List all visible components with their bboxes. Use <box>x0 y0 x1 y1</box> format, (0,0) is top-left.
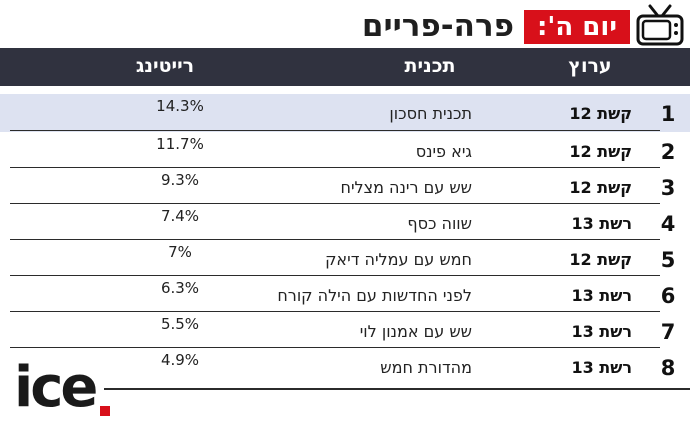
row-channel: קשת 12 <box>569 104 632 123</box>
row-rank: 6 <box>660 284 676 308</box>
row-program: שש עם רינה מצליח <box>340 178 472 197</box>
tv-icon <box>636 4 684 46</box>
row-rating: 7% <box>168 243 192 261</box>
table-row: 8 רשת 13 מהדורת חמש 4.9% <box>0 348 690 384</box>
row-program: מהדורת חמש <box>380 358 472 377</box>
row-channel: קשת 12 <box>569 250 632 269</box>
row-divider <box>10 203 660 204</box>
row-channel: קשת 12 <box>569 178 632 197</box>
row-program: גיא פינס <box>415 142 472 161</box>
row-divider <box>10 311 660 312</box>
row-rating: 14.3% <box>156 97 204 115</box>
table-row: 6 רשת 13 לפני החדשות עם הילה קורח 6.3% <box>0 276 690 312</box>
row-channel: רשת 13 <box>571 358 632 377</box>
row-rating: 11.7% <box>156 135 204 153</box>
row-rank: 1 <box>660 102 676 126</box>
row-divider <box>10 130 660 131</box>
row-channel: רשת 13 <box>571 214 632 233</box>
row-program: חמש עם עמליה דיאק <box>325 250 472 269</box>
row-channel: רשת 13 <box>571 322 632 341</box>
table-row: 4 רשת 13 שווה כסף 7.4% <box>0 204 690 240</box>
logo-text: ice <box>14 355 98 420</box>
day-badge: יום ה': <box>524 10 630 44</box>
row-program: לפני החדשות עם הילה קורח <box>277 286 472 305</box>
row-channel: רשת 13 <box>571 286 632 305</box>
table-bottom-border <box>104 388 690 390</box>
row-channel: קשת 12 <box>569 142 632 161</box>
row-program: תכנית חסכון <box>389 104 472 123</box>
row-rank: 2 <box>660 140 676 164</box>
row-rating: 9.3% <box>160 171 200 189</box>
row-rating: 5.5% <box>160 315 200 333</box>
row-rating: 7.4% <box>160 207 200 225</box>
row-rating: 6.3% <box>160 279 200 297</box>
table-row: 7 רשת 13 שש עם אמנון לוי 5.5% <box>0 312 690 348</box>
row-rank: 7 <box>660 320 676 344</box>
table-row: 3 קשת 12 שש עם רינה מצליח 9.3% <box>0 168 690 204</box>
ice-logo: ice <box>14 358 110 424</box>
table-header: ערוץ תכנית רייטינג <box>0 48 690 86</box>
header-channel: ערוץ <box>568 55 612 77</box>
table-row: 2 קשת 12 גיא פינס 11.7% <box>0 132 690 168</box>
row-rank: 8 <box>660 356 676 380</box>
table-row: 5 קשת 12 חמש עם עמליה דיאק 7% <box>0 240 690 276</box>
row-rank: 3 <box>660 176 676 200</box>
row-divider <box>10 275 660 276</box>
row-program: שווה כסף <box>407 214 472 233</box>
row-rank: 4 <box>660 212 676 236</box>
row-highlight <box>0 94 690 132</box>
table-row: 1 קשת 12 תכנית חסכון 14.3% <box>0 94 690 132</box>
header-program: תכנית <box>404 55 456 77</box>
row-program: שש עם אמנון לוי <box>359 322 472 341</box>
row-divider <box>10 167 660 168</box>
page-title: פרה-פריים <box>361 8 514 44</box>
row-divider <box>10 239 660 240</box>
row-rating: 4.9% <box>160 351 200 369</box>
header-rating: רייטינג <box>135 55 195 77</box>
row-rank: 5 <box>660 248 676 272</box>
logo-dot <box>100 406 110 416</box>
row-divider <box>10 347 660 348</box>
